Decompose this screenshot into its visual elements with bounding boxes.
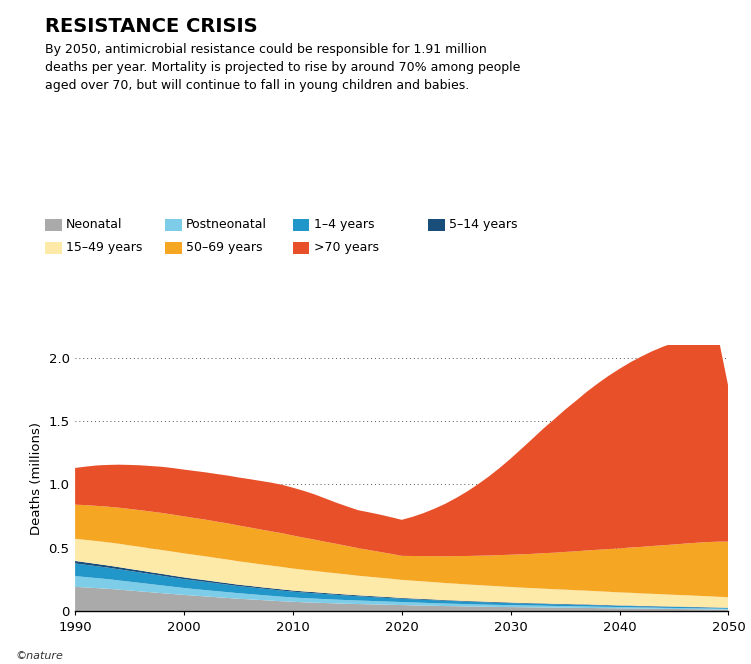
- Text: 1–4 years: 1–4 years: [314, 218, 375, 231]
- Text: Neonatal: Neonatal: [66, 218, 122, 231]
- Text: 5–14 years: 5–14 years: [449, 218, 517, 231]
- Text: RESISTANCE CRISIS: RESISTANCE CRISIS: [45, 17, 258, 36]
- Text: ©nature: ©nature: [15, 651, 63, 661]
- Text: 50–69 years: 50–69 years: [186, 241, 263, 254]
- Text: >70 years: >70 years: [314, 241, 379, 254]
- Y-axis label: Deaths (millions): Deaths (millions): [30, 422, 43, 535]
- Text: 15–49 years: 15–49 years: [66, 241, 143, 254]
- Text: By 2050, antimicrobial resistance could be responsible for 1.91 million
deaths p: By 2050, antimicrobial resistance could …: [45, 43, 520, 92]
- Text: Postneonatal: Postneonatal: [186, 218, 267, 231]
